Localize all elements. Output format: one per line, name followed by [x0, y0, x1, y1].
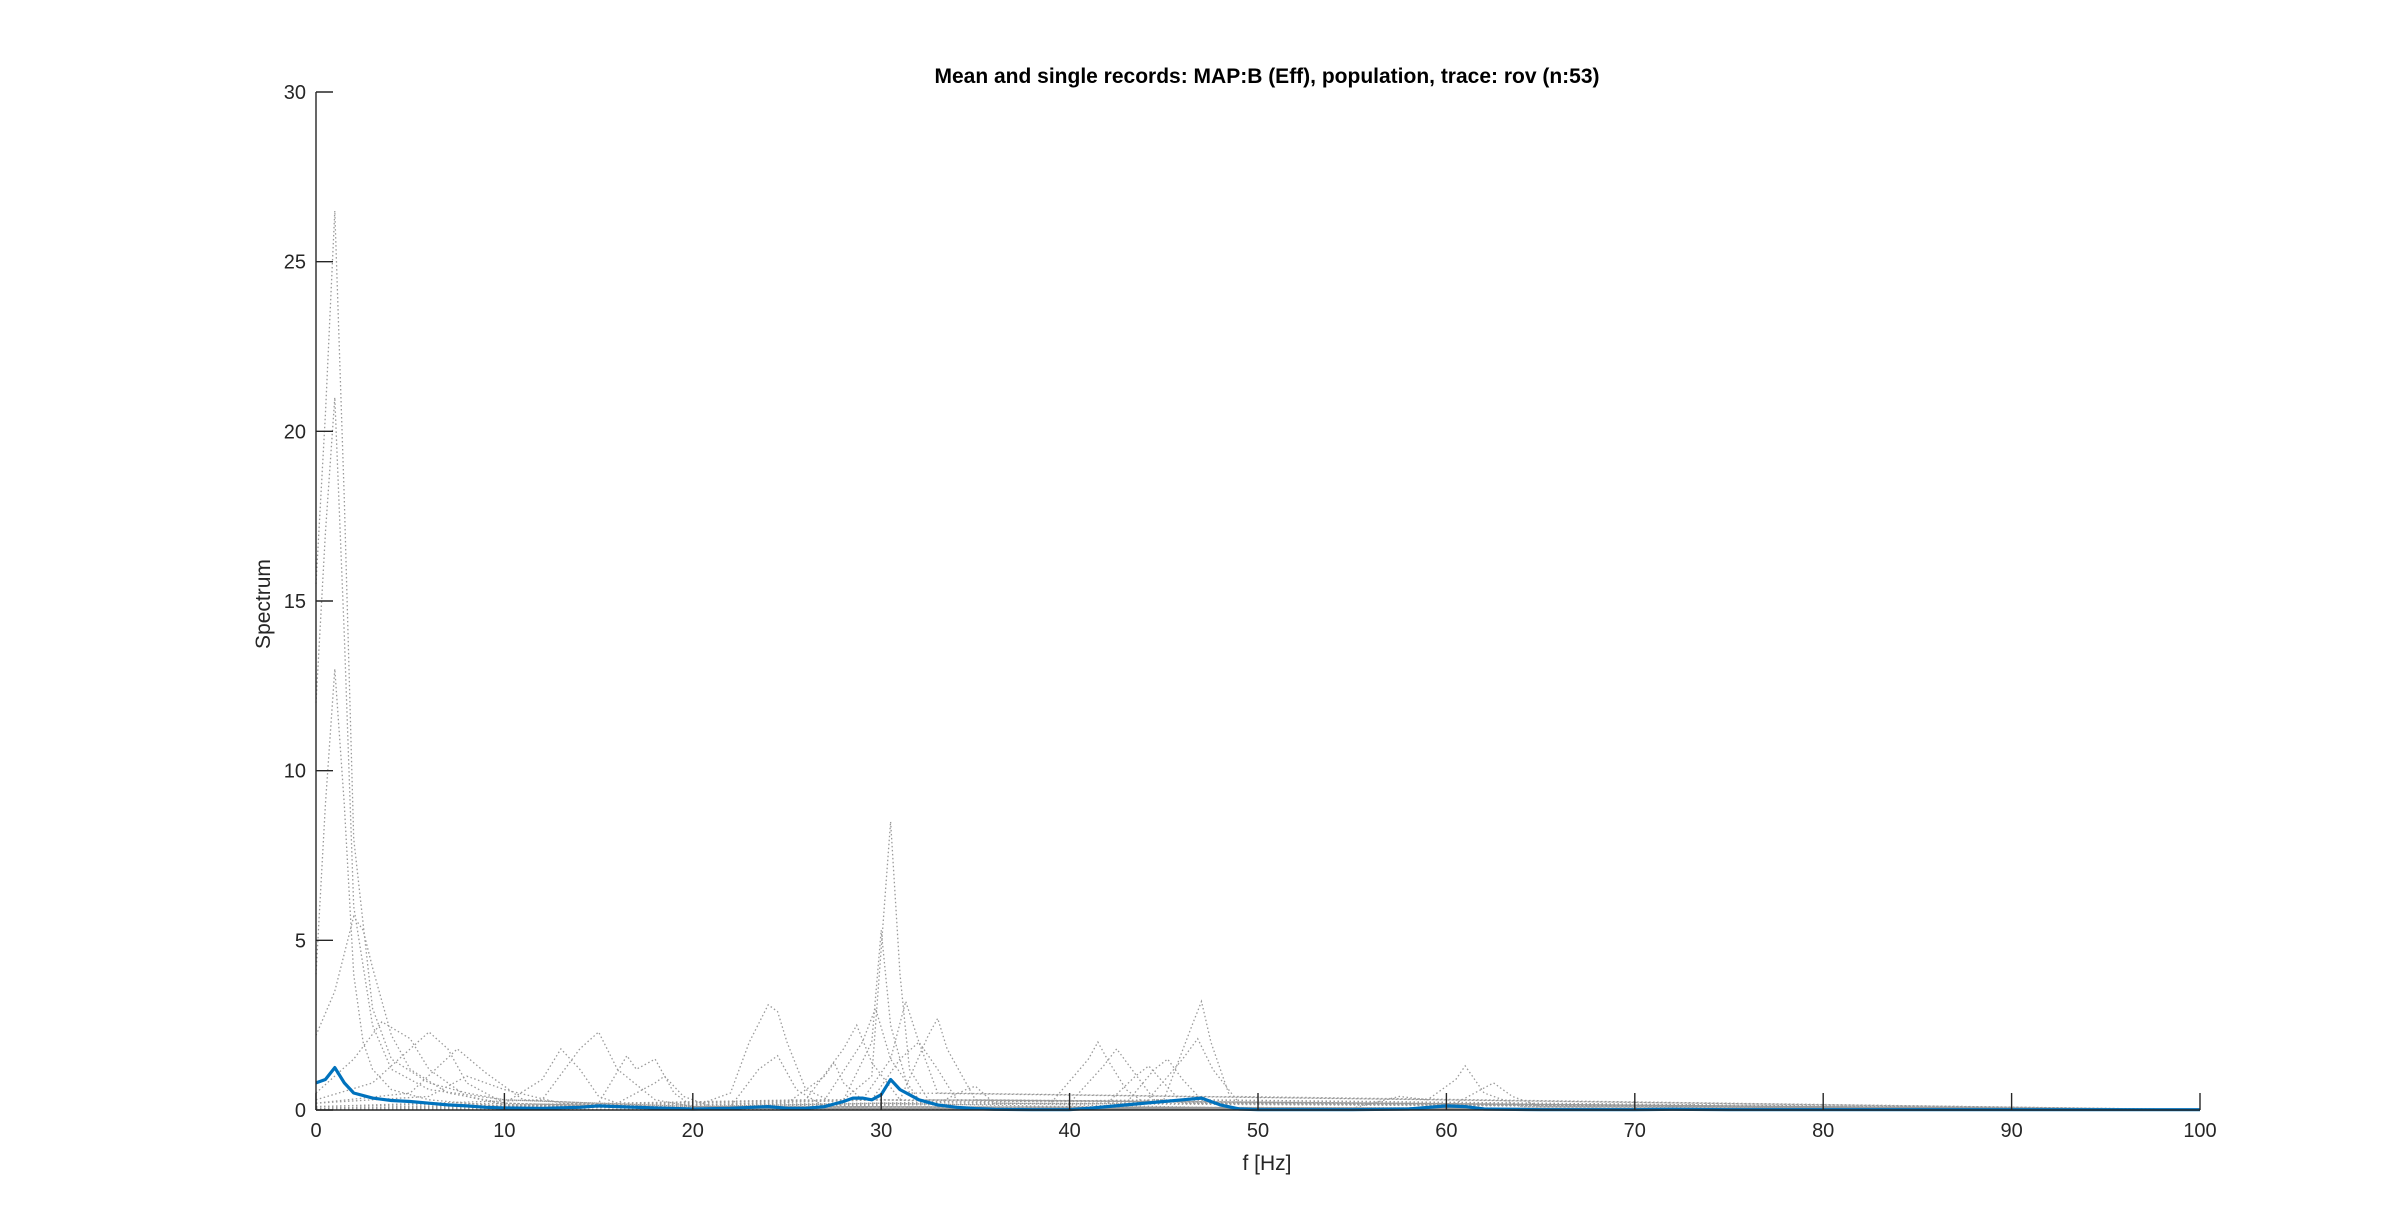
single-record-line-22	[315, 1016, 2201, 1111]
single-record-line-8	[315, 1075, 2201, 1111]
single-record-line-24	[315, 1040, 2201, 1111]
y-tick-label-4: 20	[284, 421, 306, 443]
single-record-line-6	[315, 1031, 2201, 1111]
single-record-line-23	[315, 1085, 2201, 1111]
x-tick-label-5: 50	[1247, 1120, 1269, 1142]
x-tick-label-10: 100	[2183, 1120, 2216, 1142]
single-record-line-16	[315, 1023, 2201, 1111]
y-tick-label-3: 15	[284, 591, 306, 613]
y-tick-label-0: 0	[295, 1100, 306, 1122]
single-record-line-10	[315, 1030, 2201, 1111]
chart-title: Mean and single records: MAP:B (Eff), po…	[934, 65, 1599, 88]
single-record-line-30	[315, 1064, 2201, 1111]
single-record-line-18	[315, 930, 2201, 1111]
single-record-line-2	[315, 397, 2201, 1111]
single-record-line-20	[315, 999, 2201, 1111]
x-tick-label-3: 30	[870, 1120, 892, 1142]
single-record-line-19	[315, 821, 2201, 1111]
single-record-line-9	[315, 1047, 2201, 1111]
x-tick-label-8: 80	[1812, 1120, 1834, 1142]
single-record-line-25	[315, 1047, 2201, 1111]
single-record-line-31	[315, 1082, 2201, 1111]
x-tick-label-2: 20	[682, 1120, 704, 1142]
x-tick-label-0: 0	[310, 1120, 321, 1142]
x-tick-label-1: 10	[493, 1120, 515, 1142]
y-tick-label-6: 30	[284, 82, 306, 104]
y-tick-label-2: 10	[284, 761, 306, 783]
x-tick-label-4: 40	[1058, 1120, 1080, 1142]
mean-series-line	[315, 1065, 2200, 1112]
single-record-line-28	[315, 999, 2201, 1111]
x-tick-label-7: 70	[1624, 1120, 1646, 1142]
y-tick-label-1: 5	[295, 930, 306, 952]
mean-record-layer	[315, 1065, 2200, 1112]
x-tick-label-6: 60	[1435, 1120, 1457, 1142]
x-tick-label-9: 90	[2000, 1120, 2022, 1142]
single-record-line-13	[315, 1003, 2201, 1111]
y-tick-label-5: 25	[284, 252, 306, 274]
y-axis-label: Spectrum	[252, 559, 275, 649]
single-record-line-11	[315, 1054, 2201, 1111]
axes: 0 10 20 30 40 50 60 70 80 90 100 0 5 10 15 20 25 30	[284, 82, 2217, 1142]
x-axis-label: f [Hz]	[1242, 1152, 1291, 1175]
